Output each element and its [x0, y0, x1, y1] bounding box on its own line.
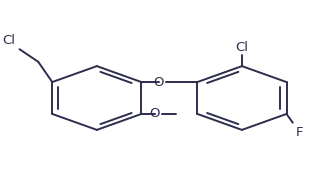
Text: O: O — [154, 76, 164, 89]
Text: O: O — [149, 107, 160, 120]
Text: F: F — [296, 125, 304, 139]
Text: Cl: Cl — [235, 41, 248, 54]
Text: Cl: Cl — [2, 34, 15, 47]
